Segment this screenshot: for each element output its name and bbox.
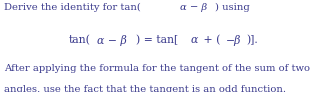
Text: Derive the identity for tan(: Derive the identity for tan( [4,3,141,12]
Text: α − β: α − β [181,3,208,12]
Text: ) using: ) using [215,3,250,12]
Text: angles, use the fact that the tangent is an odd function.: angles, use the fact that the tangent is… [4,85,286,92]
Text: tan(: tan( [69,35,91,45]
Text: After applying the formula for the tangent of the sum of two: After applying the formula for the tange… [4,64,310,73]
Text: ) = tan[: ) = tan[ [136,35,178,45]
Text: )].: )]. [246,35,258,45]
Text: α: α [190,35,197,45]
Text: −β: −β [226,35,242,46]
Text: + (: + ( [200,35,220,45]
Text: α − β: α − β [97,35,127,46]
